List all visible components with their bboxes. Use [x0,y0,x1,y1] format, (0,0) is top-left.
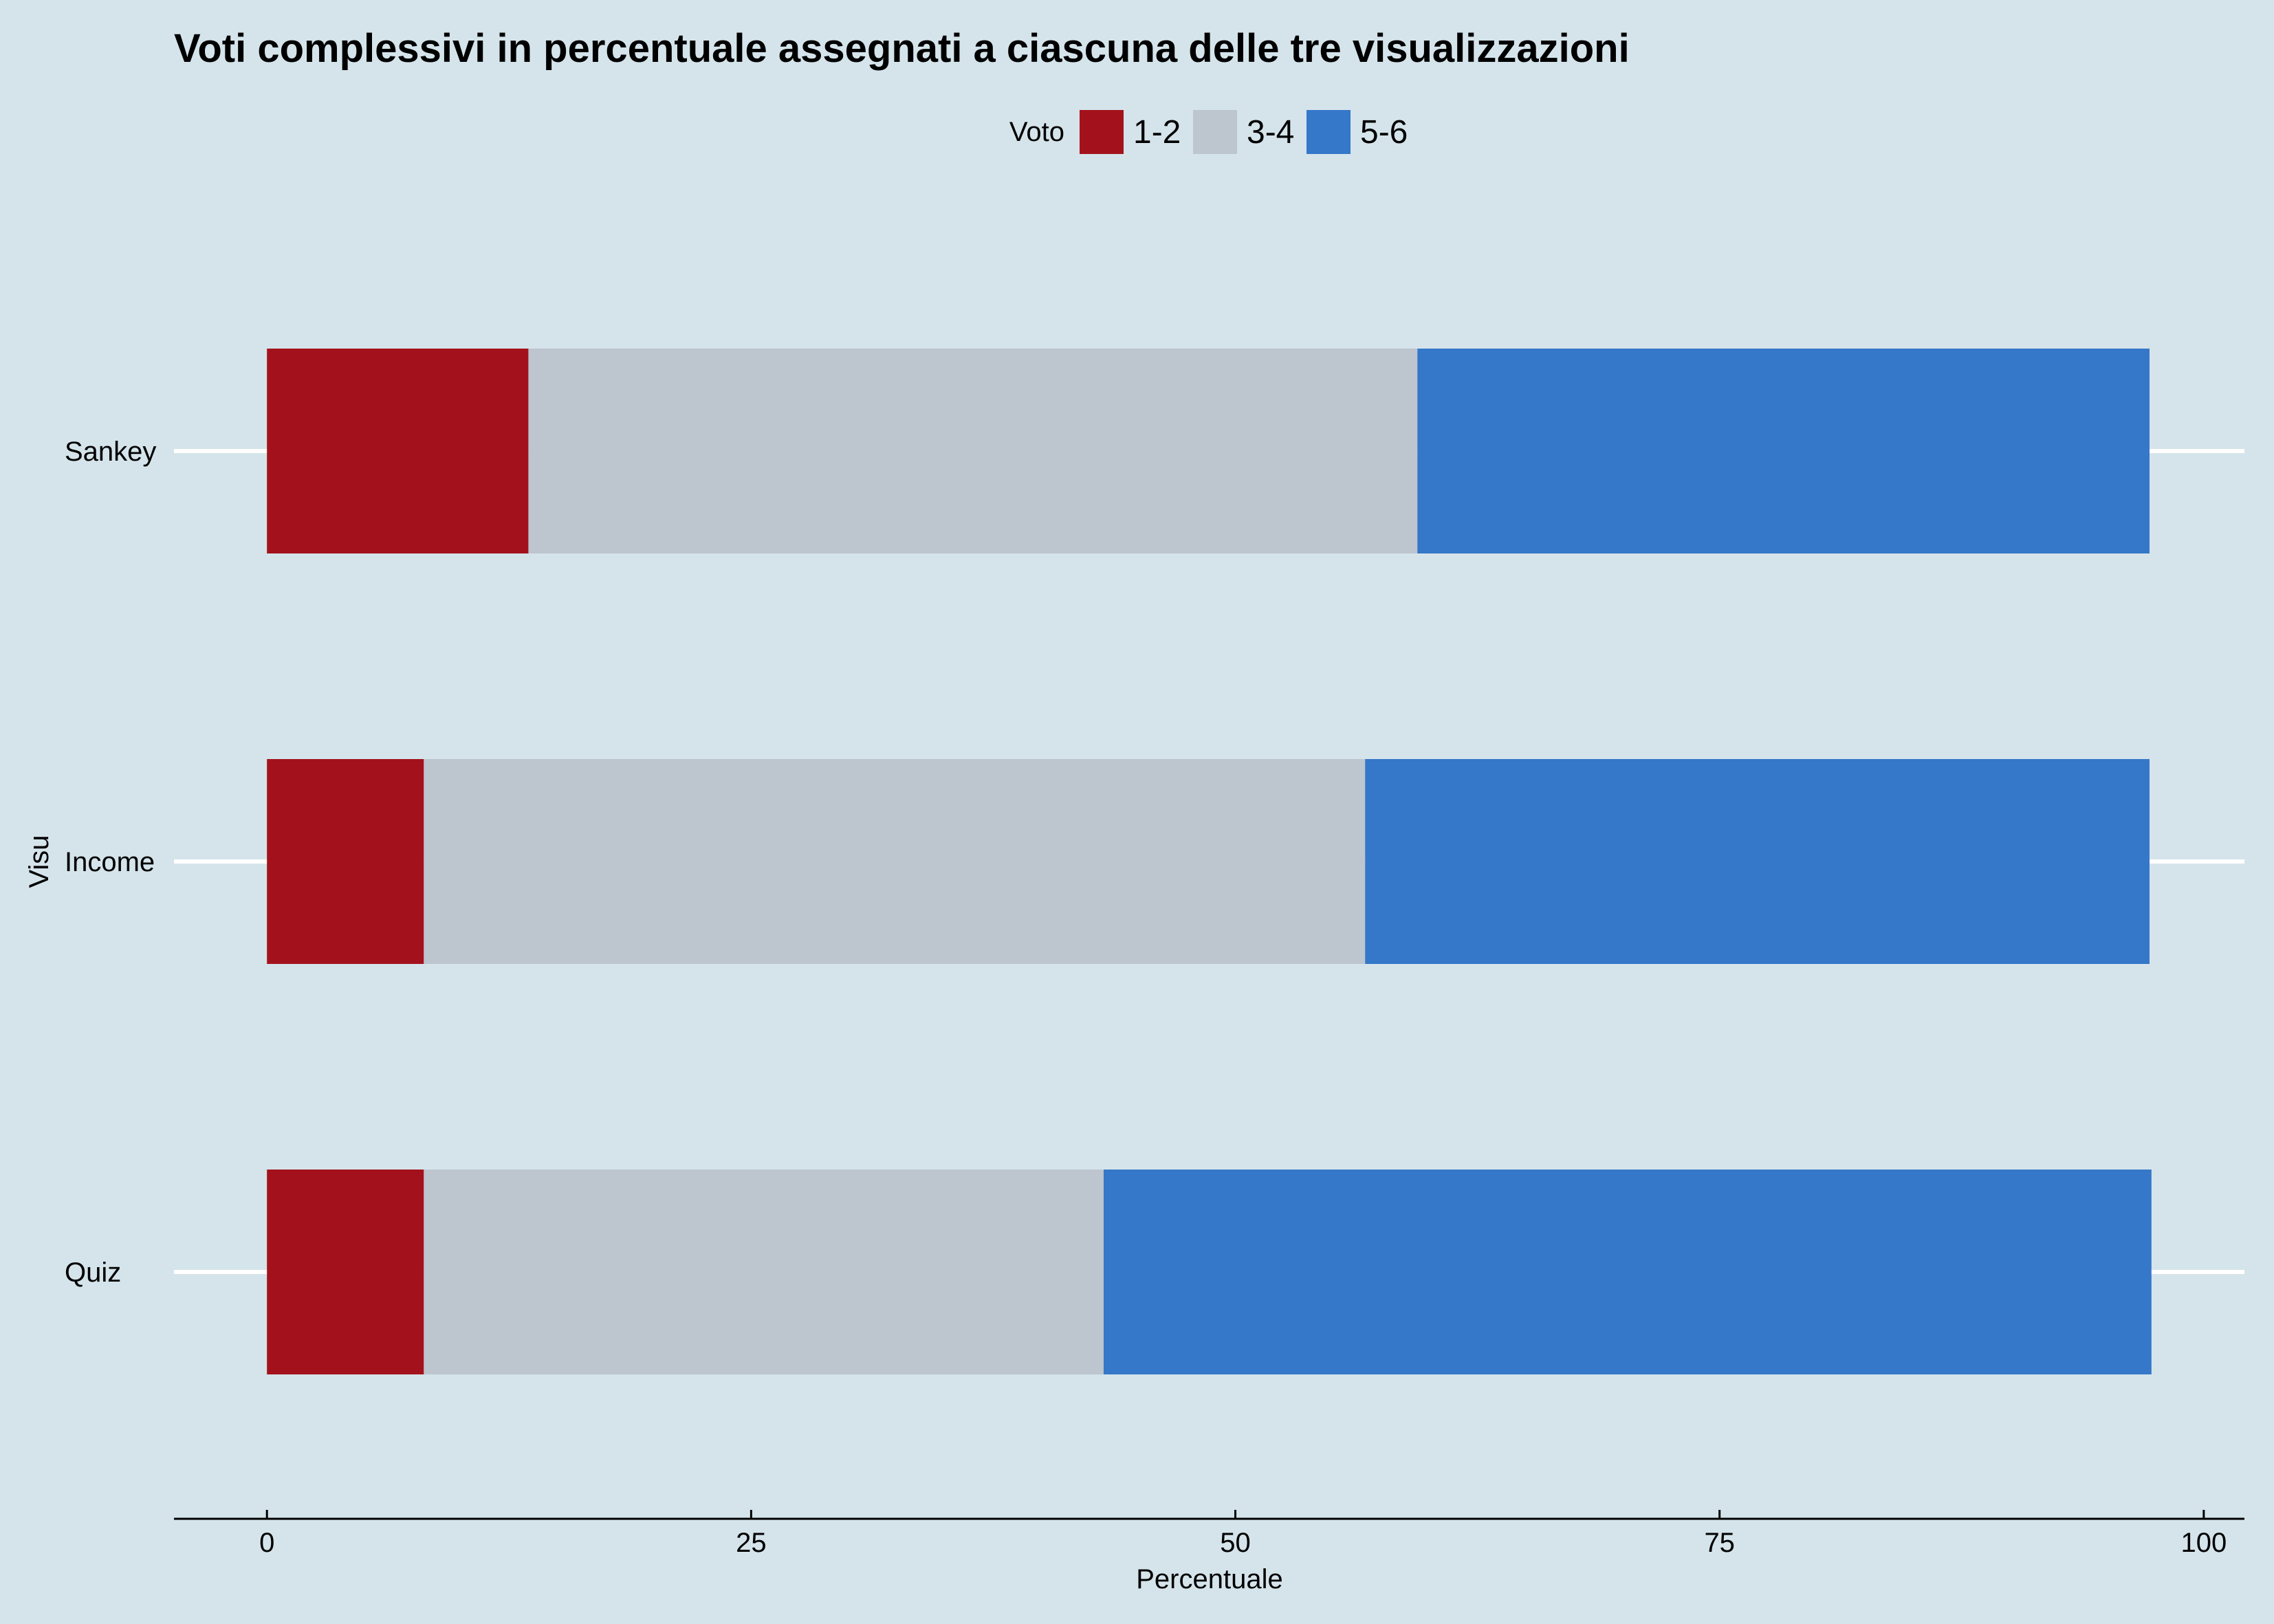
bar-sankey-1-2 [267,349,529,553]
legend-title: Voto [1009,117,1064,147]
legend-swatch-1-2 [1080,110,1124,154]
legend-label-1-2: 1-2 [1133,114,1181,151]
x-axis-title: Percentuale [1136,1564,1282,1594]
y-tick-label-income: Income [65,847,155,877]
bar-income-1-2 [267,759,424,964]
legend-swatch-5-6 [1307,110,1351,154]
x-tick-label-50: 50 [1220,1528,1251,1558]
bar-income-5-6 [1365,759,2150,964]
bar-sankey-5-6 [1417,349,2150,553]
bar-quiz-3-4 [424,1170,1104,1374]
y-tick-label-sankey: Sankey [65,437,156,467]
bar-quiz-1-2 [267,1170,424,1374]
legend-swatch-3-4 [1193,110,1237,154]
bar-sankey-3-4 [528,349,1418,553]
legend: Voto 1-2 3-4 5-6 [1009,110,1408,154]
legend-label-5-6: 5-6 [1360,114,1408,151]
x-tick-label-0: 0 [259,1528,274,1558]
x-tick-label-100: 100 [2180,1528,2227,1558]
x-tick-label-75: 75 [1704,1528,1735,1558]
x-tick-label-25: 25 [736,1528,767,1558]
bar-quiz-5-6 [1103,1170,2152,1374]
chart-title: Voti complessivi in percentuale assegnat… [174,26,1630,71]
y-tick-label-quiz: Quiz [65,1258,121,1288]
bar-income-3-4 [424,759,1366,964]
legend-label-3-4: 3-4 [1247,114,1294,151]
y-axis-title: Visu [24,835,54,888]
